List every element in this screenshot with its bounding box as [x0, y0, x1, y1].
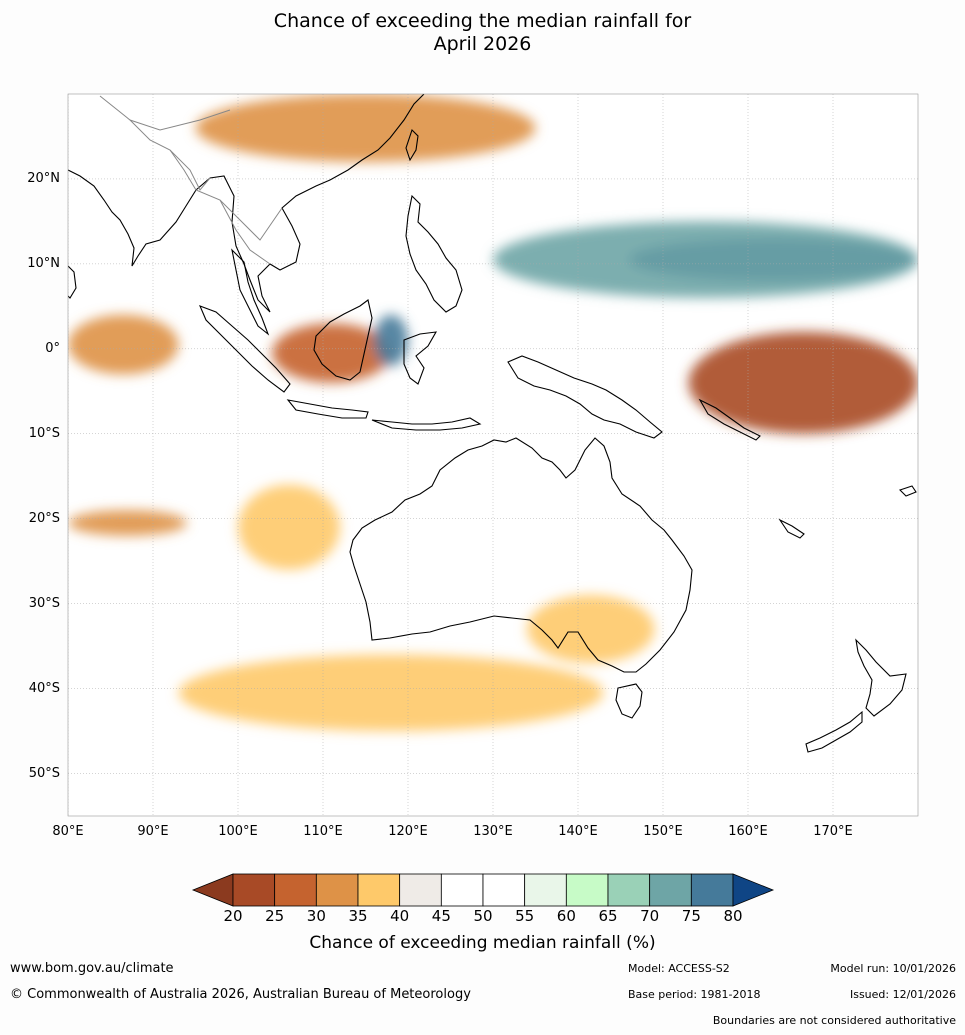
colorbar-bin-40-45	[399, 873, 442, 907]
colorbar-bin-35-40	[357, 873, 401, 907]
country-borders	[99, 95, 283, 265]
sumatra-coastline	[198, 305, 291, 393]
cb-tick-35: 35	[348, 907, 368, 925]
malay-peninsula-coastline	[231, 248, 270, 336]
tasmania-coastline	[615, 683, 643, 719]
colorbar-bin-70-75	[649, 873, 692, 907]
fiji-coastline	[898, 485, 917, 497]
model-run-date: Model run: 10/01/2026	[830, 962, 956, 975]
australia-coastline	[349, 437, 693, 673]
field-region-philippine-sea-wet	[493, 221, 918, 298]
lon-label-160e: 160°E	[728, 824, 768, 839]
lon-label-170e: 170°E	[813, 824, 853, 839]
website-link[interactable]: www.bom.gov.au/climate	[10, 961, 174, 976]
cb-tick-60: 60	[556, 907, 576, 925]
colorbar-bin-20-25	[232, 873, 276, 907]
colorbar-bin-30-35	[315, 873, 359, 907]
cb-tick-65: 65	[598, 907, 618, 925]
cb-tick-55: 55	[515, 907, 535, 925]
sulawesi-coastline	[403, 331, 438, 385]
taiwan-coastline	[405, 128, 419, 162]
lesser-sunda-coastline	[371, 417, 482, 431]
field-region-east-pacific-dry	[688, 331, 918, 434]
base-period: Base period: 1981-2018	[628, 988, 761, 1001]
colorbar-bin-50-55	[482, 873, 526, 907]
field-region-indian-ocean-eq-dry	[68, 314, 179, 375]
title-line-1: Chance of exceeding the median rainfall …	[273, 10, 692, 32]
cb-tick-75: 75	[681, 907, 701, 925]
field-region-sulawesi-wet	[374, 314, 408, 366]
lat-label-30s: 30°S	[28, 595, 60, 611]
colorbar-extend-high	[732, 873, 775, 907]
mainland-asia-coastline	[68, 94, 425, 313]
graticule	[68, 94, 918, 816]
cb-tick-20: 20	[223, 907, 243, 925]
lat-label-40s: 40°S	[28, 680, 60, 696]
colorbar-label: Chance of exceeding median rainfall (%)	[309, 933, 656, 953]
lon-label-140e: 140°E	[558, 824, 598, 839]
colorbar-extend-low	[191, 873, 234, 907]
cb-tick-45: 45	[431, 907, 451, 925]
java-coastline	[286, 399, 369, 419]
copyright-text: © Commonwealth of Australia 2026, Austra…	[10, 987, 471, 1002]
colorbar-bin-25-30	[274, 873, 317, 907]
sri-lanka-coastline	[68, 265, 77, 299]
colorbar-bin-75-80	[690, 873, 734, 907]
field-region-southern-ocean-dry	[178, 654, 604, 732]
cb-tick-70: 70	[640, 907, 660, 925]
boundaries-note: Boundaries are not considered authoritat…	[712, 1014, 956, 1027]
philippines-coastline	[405, 194, 463, 313]
cb-tick-40: 40	[390, 907, 410, 925]
new-caledonia-coastline	[778, 518, 805, 539]
new-zealand-north-coastline	[855, 638, 907, 717]
lon-label-110e: 110°E	[303, 824, 343, 839]
lat-label-10s: 10°S	[28, 425, 60, 441]
lat-label-20s: 20°S	[28, 510, 60, 526]
field-region-indian-ocean-20s-dry	[68, 510, 187, 536]
lat-label-20n: 20°N	[27, 170, 60, 186]
lon-label-120e: 120°E	[388, 824, 428, 839]
lat-label-equator: 0°	[45, 340, 60, 356]
borneo-coastline	[313, 299, 373, 381]
new-zealand-south-coastline	[805, 710, 863, 753]
lat-label-50s: 50°S	[28, 765, 60, 781]
colorbar-bin-65-70	[607, 873, 651, 907]
title-line-2: April 2026	[433, 33, 532, 55]
field-region-indian-ocean-nw-aus-dry	[238, 484, 340, 570]
map-frame	[67, 93, 919, 817]
map-title: Chance of exceeding the median rainfall …	[0, 10, 965, 56]
colorbar-bin-60-65	[565, 873, 609, 907]
new-guinea-coastline	[507, 355, 663, 439]
lat-label-10n: 10°N	[27, 255, 60, 271]
lon-label-150e: 150°E	[643, 824, 683, 839]
issued-date: Issued: 12/01/2026	[849, 988, 956, 1001]
lon-label-130e: 130°E	[473, 824, 513, 839]
cb-tick-25: 25	[265, 907, 285, 925]
cb-tick-80: 80	[723, 907, 743, 925]
colorbar-bin-55-60	[524, 873, 567, 907]
colorbar-bin-45-50	[440, 873, 484, 907]
lon-label-90e: 90°E	[137, 824, 169, 839]
probability-field	[68, 94, 918, 732]
lon-label-80e: 80°E	[52, 824, 84, 839]
field-region-south-china-dry	[195, 94, 536, 162]
model-name: Model: ACCESS-S2	[628, 962, 730, 975]
lon-label-100e: 100°E	[218, 824, 258, 839]
cb-tick-30: 30	[306, 907, 326, 925]
cb-tick-50: 50	[473, 907, 493, 925]
solomon-islands-coastline	[698, 398, 761, 441]
coastlines	[68, 94, 917, 753]
